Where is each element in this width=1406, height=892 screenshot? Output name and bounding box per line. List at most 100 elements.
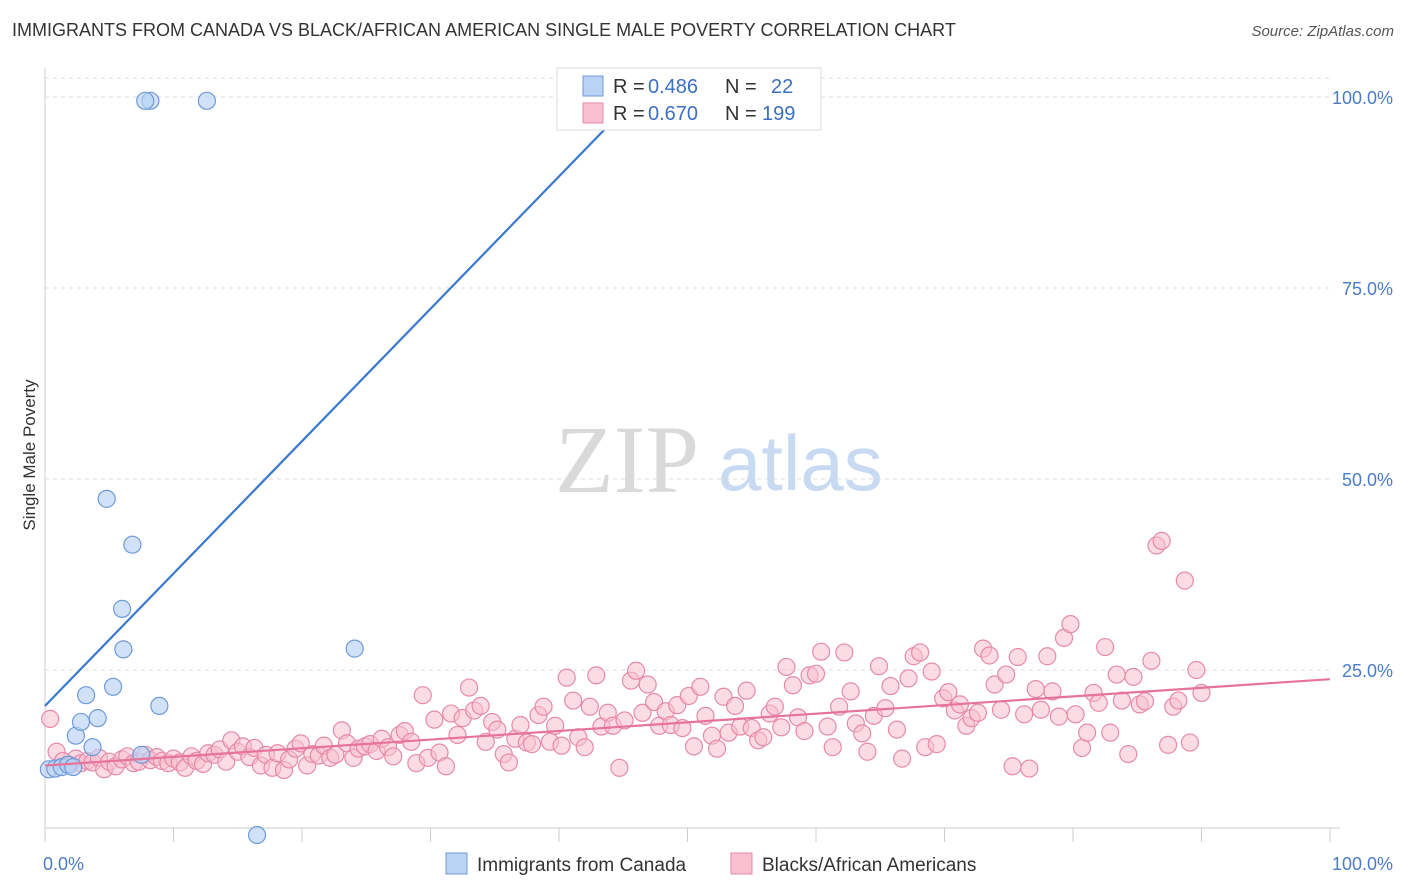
series-immigrants-from-canada [39, 91, 364, 845]
point-black-african-american-147 [892, 749, 912, 768]
chart-title: IMMIGRANTS FROM CANADA VS BLACK/AFRICAN … [12, 20, 956, 40]
x-tick-labels: 0.0% 100.0% [43, 854, 1393, 874]
y-tick-label-100: 100.0% [1332, 88, 1393, 108]
legend-swatch-pink [582, 102, 604, 124]
point-black-african-american-138 [841, 682, 860, 701]
legend-n-label-1: N = [725, 76, 757, 98]
point-black-african-american-164 [991, 700, 1011, 719]
point-black-african-american-72 [459, 678, 479, 697]
point-black-african-american-94 [587, 666, 606, 685]
point-immigrant-canada-6 [71, 712, 91, 732]
point-immigrant-canada-8 [83, 738, 102, 757]
x-tick-label-max: 100.0% [1332, 854, 1393, 874]
point-immigrant-canada-15 [132, 745, 151, 764]
point-black-african-american-125 [765, 697, 784, 716]
legend-n-label-2: N = [725, 103, 757, 125]
point-immigrant-canada-9 [88, 709, 107, 728]
x-tick-label-min: 0.0% [43, 854, 84, 874]
point-black-african-american-153 [927, 735, 946, 754]
point-black-african-american-92 [575, 738, 594, 757]
bottom-legend-label-2: Blacks/African Americans [762, 855, 976, 876]
point-black-african-american-99 [615, 711, 634, 730]
point-black-african-american-127 [777, 657, 796, 677]
y-tick-labels: 25.0% 50.0% 75.0% 100.0% [1332, 88, 1393, 681]
y-axis-label: Single Male Poverty [20, 379, 39, 531]
point-black-african-american-182 [1096, 637, 1115, 657]
y-tick-label-50: 50.0% [1342, 470, 1393, 490]
point-black-african-american-173 [1043, 682, 1062, 701]
point-black-african-american-74 [471, 696, 490, 716]
point-black-african-american-59 [384, 747, 403, 766]
point-immigrant-canada-4 [64, 757, 83, 777]
point-black-african-american-172 [1038, 647, 1057, 666]
point-black-african-american-111 [684, 737, 704, 756]
point-black-african-american-186 [1119, 744, 1138, 764]
point-black-african-american-135 [823, 738, 842, 757]
point-black-african-american-183 [1101, 723, 1120, 742]
point-black-african-american-115 [707, 739, 727, 758]
point-black-african-american-102 [633, 703, 652, 722]
legend-r-value-1: 0.486 [648, 76, 698, 98]
point-black-african-american-70 [448, 725, 467, 745]
point-black-african-american-83 [522, 735, 542, 754]
point-black-african-american-64 [413, 686, 432, 705]
point-black-african-american-134 [818, 717, 837, 736]
legend-n-value-1: 22 [771, 76, 793, 98]
point-black-african-american-101 [626, 661, 646, 680]
point-immigrant-canada-18 [150, 696, 169, 716]
point-black-african-american-85 [534, 697, 553, 716]
x-ticks [44, 828, 1331, 842]
series-blacks-african-americans [41, 531, 1211, 780]
point-black-african-american-103 [638, 675, 657, 694]
point-black-african-american-143 [869, 657, 889, 676]
y-tick-label-75: 75.0% [1342, 279, 1393, 299]
point-black-african-american-174 [1049, 707, 1068, 726]
bottom-legend-swatch-blue [445, 852, 468, 875]
point-black-african-american-166 [1003, 757, 1022, 776]
watermark-atlas: atlas [718, 419, 883, 507]
point-black-african-american-192 [1152, 531, 1171, 550]
point-black-african-american-190 [1142, 651, 1161, 670]
point-black-african-american-118 [725, 696, 745, 716]
point-black-african-american-169 [1020, 759, 1039, 778]
point-black-african-american-163 [985, 675, 1004, 694]
point-black-african-american-68 [436, 757, 456, 776]
point-immigrant-canada-17 [136, 91, 155, 110]
point-black-african-american-132 [806, 664, 826, 683]
legend: R = 0.486 N = 22 R = 0.670 N = 199 [556, 67, 822, 131]
point-black-african-american-141 [858, 742, 877, 761]
point-black-african-american-160 [968, 703, 988, 722]
point-immigrant-canada-13 [112, 599, 132, 618]
point-black-african-american-90 [564, 691, 583, 710]
watermark-zip: ZIP [555, 406, 699, 513]
point-black-african-american-171 [1031, 700, 1050, 719]
point-black-african-american-112 [691, 677, 710, 696]
point-black-african-american-195 [1169, 691, 1188, 710]
point-black-african-american-79 [499, 753, 518, 772]
point-black-african-american-93 [580, 697, 599, 716]
point-immigrant-canada-10 [97, 489, 116, 508]
point-immigrant-canada-21 [345, 639, 364, 658]
legend-r-value-2: 0.670 [648, 103, 698, 125]
point-black-african-american-98 [610, 758, 629, 777]
point-black-african-american-155 [939, 683, 958, 702]
chart-source: Source: ZipAtlas.com [1251, 23, 1394, 40]
point-black-african-american-140 [853, 724, 872, 743]
point-black-african-american-196 [1175, 571, 1194, 590]
point-black-african-american-133 [812, 642, 831, 661]
legend-r-label-2: R = [613, 103, 645, 125]
point-black-african-american-177 [1066, 705, 1085, 724]
point-black-african-american-167 [1008, 647, 1027, 667]
point-black-african-american-145 [881, 676, 900, 696]
point-black-african-american-189 [1135, 692, 1155, 711]
point-black-african-american-198 [1187, 660, 1206, 680]
point-immigrant-canada-11 [104, 677, 123, 696]
trend-lines [44, 96, 1331, 767]
point-immigrant-canada-12 [114, 640, 133, 659]
legend-r-label-1: R = [613, 76, 645, 98]
point-black-african-american-187 [1124, 667, 1143, 686]
bottom-legend-swatch-pink [730, 852, 753, 875]
point-black-african-american-178 [1072, 738, 1092, 758]
point-black-african-american-126 [772, 718, 791, 737]
